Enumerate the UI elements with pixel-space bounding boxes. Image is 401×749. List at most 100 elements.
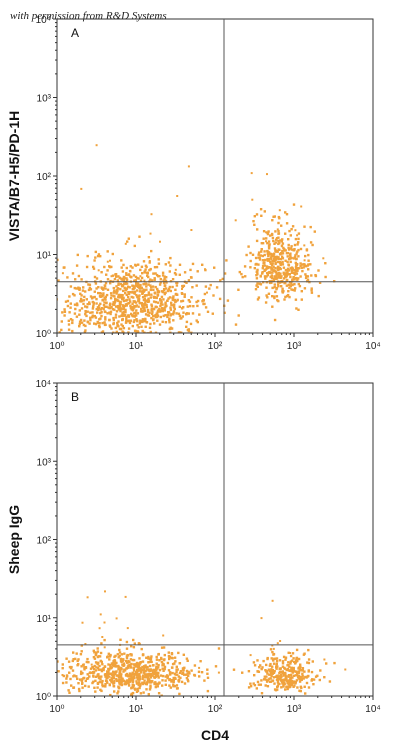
data-point <box>249 259 252 263</box>
data-point <box>162 634 165 637</box>
data-point <box>187 279 191 282</box>
data-point <box>139 692 143 695</box>
data-point <box>273 283 276 286</box>
data-point <box>121 330 124 333</box>
data-point <box>270 271 273 274</box>
data-point <box>131 324 134 328</box>
data-point <box>35 287 37 289</box>
data-point <box>273 215 276 218</box>
data-point <box>190 229 193 231</box>
data-point <box>89 667 93 670</box>
data-point <box>291 659 294 662</box>
data-point <box>136 330 139 333</box>
data-point <box>110 305 113 309</box>
data-point <box>88 301 91 304</box>
data-point <box>130 693 133 696</box>
data-point <box>146 679 150 682</box>
data-point <box>310 274 313 277</box>
data-point <box>96 673 99 677</box>
data-point <box>272 239 275 243</box>
data-point <box>299 264 302 268</box>
data-point <box>278 682 281 686</box>
data-point <box>145 683 148 686</box>
data-point <box>93 295 96 299</box>
data-point <box>127 273 130 277</box>
data-point <box>144 303 147 307</box>
data-point <box>163 665 167 669</box>
data-point <box>147 283 150 286</box>
data-point <box>100 271 103 274</box>
data-point <box>122 326 126 330</box>
data-point <box>291 652 295 655</box>
data-point <box>143 307 146 310</box>
data-point <box>109 678 112 682</box>
data-point <box>117 320 120 323</box>
data-point <box>89 288 93 291</box>
data-point <box>175 312 178 315</box>
data-point <box>86 677 89 680</box>
data-point <box>263 253 266 257</box>
data-point <box>149 674 152 677</box>
data-point <box>260 692 264 695</box>
data-point <box>289 234 292 237</box>
data-point <box>293 289 296 292</box>
data-point <box>172 683 175 686</box>
data-point <box>88 322 91 325</box>
data-point <box>169 289 172 293</box>
data-point <box>259 208 263 211</box>
data-point <box>132 663 136 666</box>
data-point <box>137 326 140 329</box>
data-point <box>144 294 147 297</box>
data-point <box>298 284 302 288</box>
data-point <box>177 651 180 655</box>
data-point <box>142 288 145 291</box>
data-point <box>288 679 291 682</box>
data-point <box>305 681 309 685</box>
data-point <box>101 321 104 325</box>
data-point <box>186 659 189 662</box>
data-point <box>118 276 122 280</box>
data-point <box>306 661 309 664</box>
data-point <box>270 232 274 236</box>
data-point <box>164 683 167 686</box>
data-point <box>91 300 94 304</box>
data-point <box>146 308 150 312</box>
data-point <box>285 222 289 225</box>
data-point <box>160 657 163 661</box>
data-point <box>154 681 157 684</box>
data-point <box>256 680 260 684</box>
data-point <box>288 229 291 233</box>
data-point <box>276 299 279 302</box>
data-point <box>90 297 94 300</box>
data-point <box>148 678 151 682</box>
data-point <box>120 323 123 326</box>
data-point <box>124 659 128 663</box>
data-point <box>270 274 273 277</box>
data-point <box>172 685 175 688</box>
data-point <box>162 669 165 672</box>
data-point <box>133 305 136 308</box>
data-point <box>299 685 302 688</box>
data-point <box>303 225 306 228</box>
data-point <box>265 669 268 673</box>
data-point <box>79 672 83 676</box>
data-point <box>135 673 139 677</box>
data-point <box>260 617 263 620</box>
data-point <box>296 674 299 677</box>
data-point <box>256 285 259 288</box>
data-point <box>71 272 75 275</box>
data-point <box>209 283 212 287</box>
data-point <box>145 668 149 671</box>
data-point <box>114 305 118 308</box>
data-point <box>221 277 224 281</box>
data-point <box>140 302 143 305</box>
data-point <box>295 307 298 310</box>
data-point <box>90 671 93 674</box>
data-point <box>132 287 135 291</box>
data-point <box>234 323 238 326</box>
data-point <box>92 303 95 306</box>
data-point <box>83 676 86 680</box>
data-point <box>290 268 294 272</box>
data-point <box>111 252 114 256</box>
data-point <box>164 679 167 682</box>
